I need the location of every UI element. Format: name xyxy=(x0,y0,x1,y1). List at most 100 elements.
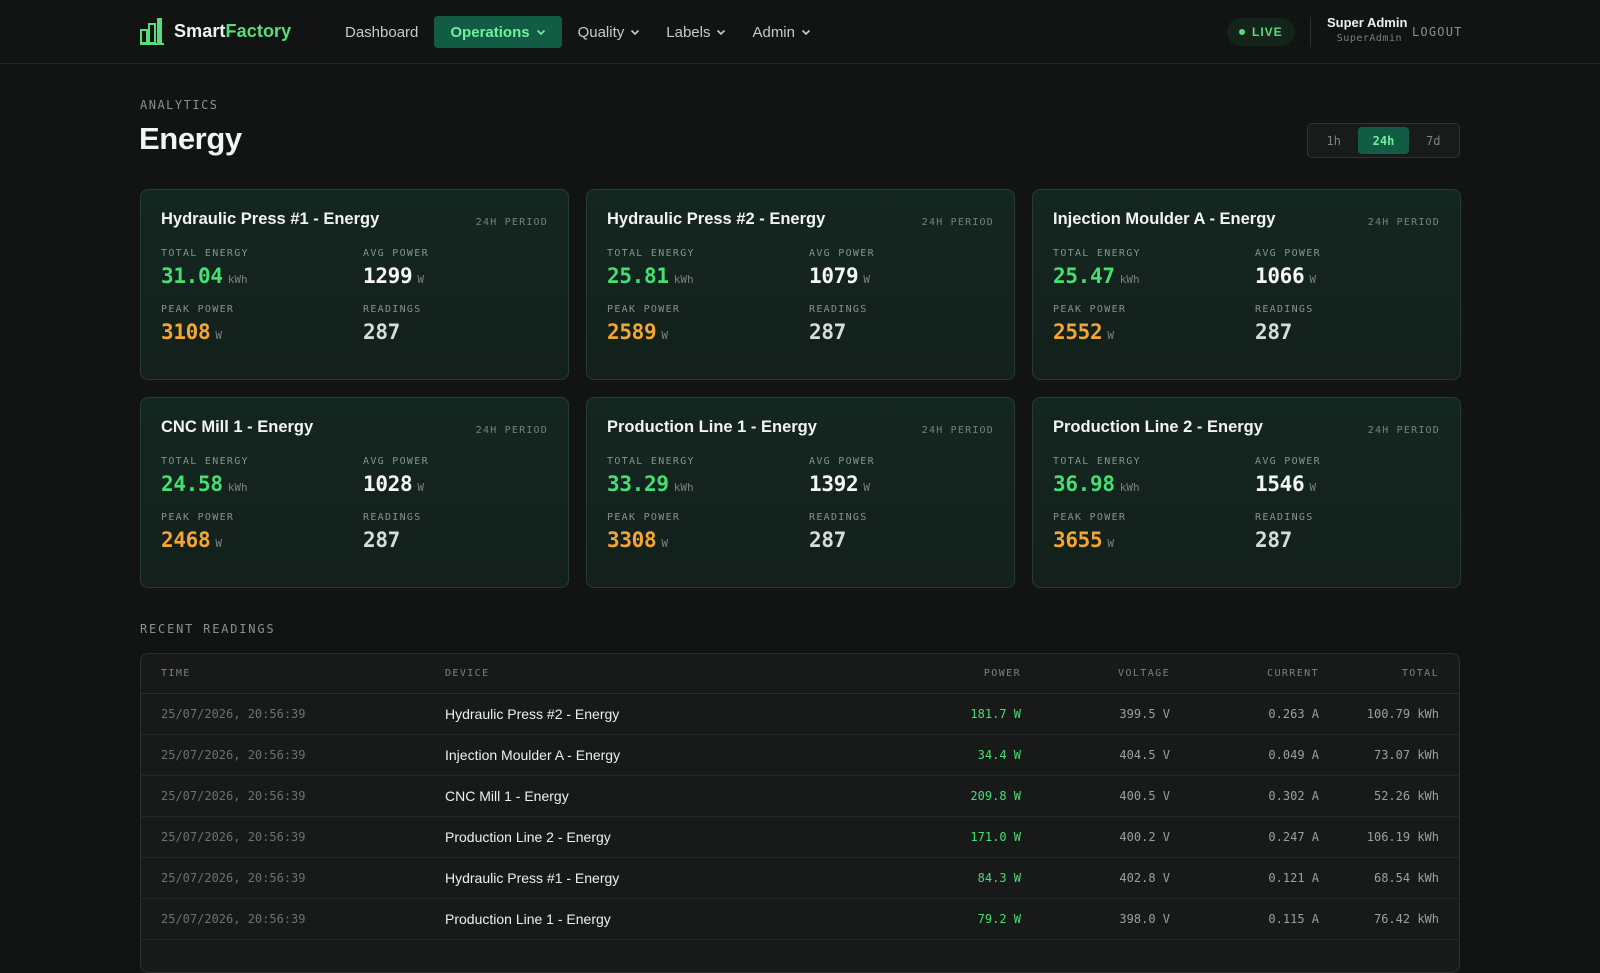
stat-avg-power: AVG POWER 1079 W xyxy=(809,248,994,288)
cell-power: 84.3 W xyxy=(841,857,1021,899)
user-role: SuperAdmin xyxy=(1336,33,1402,44)
avg-power-value: 1546 xyxy=(1255,472,1305,496)
card-period: 24H PERIOD xyxy=(921,425,994,436)
total-energy-value: 24.58 xyxy=(161,472,223,496)
stat-label: AVG POWER xyxy=(363,248,429,259)
energy-card[interactable]: Injection Moulder A - Energy 24H PERIOD … xyxy=(1032,189,1461,380)
peak-power-value: 3108 xyxy=(161,320,211,344)
cell-power: 209.8 W xyxy=(841,775,1021,817)
cell-device: Production Line 1 - Energy xyxy=(445,898,841,940)
range-24h-button[interactable]: 24h xyxy=(1358,127,1409,154)
cell-time: 25/07/2026, 20:56:39 xyxy=(141,898,445,940)
cell-power: 181.7 W xyxy=(841,693,1021,735)
stat-label: AVG POWER xyxy=(1255,248,1321,259)
avg-power-value: 1392 xyxy=(809,472,859,496)
energy-card[interactable]: Hydraulic Press #2 - Energy 24H PERIOD T… xyxy=(586,189,1015,380)
stat-readings: READINGS 287 xyxy=(809,512,994,552)
cell-total: 68.54 kWh xyxy=(1319,857,1459,899)
nav-operations[interactable]: Operations xyxy=(434,16,562,48)
total-energy-value: 36.98 xyxy=(1053,472,1115,496)
stat-label: TOTAL ENERGY xyxy=(607,456,695,467)
stat-label: READINGS xyxy=(1255,304,1314,315)
top-bar: SmartFactory Dashboard Operations Qualit… xyxy=(0,0,1600,64)
energy-card[interactable]: Hydraulic Press #1 - Energy 24H PERIOD T… xyxy=(140,189,569,380)
cell-total: 100.79 kWh xyxy=(1319,693,1459,735)
col-total: TOTAL xyxy=(1401,667,1439,679)
stat-label: TOTAL ENERGY xyxy=(1053,248,1141,259)
stat-peak-power: PEAK POWER 3655 W xyxy=(1053,512,1255,552)
nav-dashboard[interactable]: Dashboard xyxy=(345,23,419,41)
col-power: POWER xyxy=(983,667,1021,679)
range-1h-button[interactable]: 1h xyxy=(1326,133,1341,148)
peak-power-value: 2552 xyxy=(1053,320,1103,344)
unit: kWh xyxy=(227,481,248,494)
table-row[interactable]: 25/07/2026, 20:56:39 CNC Mill 1 - Energy… xyxy=(141,775,1459,817)
cell-total: 106.19 kWh xyxy=(1319,816,1459,858)
energy-card[interactable]: Production Line 1 - Energy 24H PERIOD TO… xyxy=(586,397,1015,588)
unit: W xyxy=(215,537,222,550)
cell-time: 25/07/2026, 20:56:39 xyxy=(141,693,445,735)
time-range-selector: 1h 24h 7d xyxy=(1307,123,1460,158)
app-logo[interactable]: SmartFactory xyxy=(140,17,291,45)
live-label: LIVE xyxy=(1252,25,1283,39)
table-row[interactable]: 25/07/2026, 20:56:39 Production Line 2 -… xyxy=(141,816,1459,858)
stat-label: PEAK POWER xyxy=(1053,512,1127,523)
stat-label: READINGS xyxy=(1255,512,1314,523)
unit: W xyxy=(1107,329,1114,342)
unit: kWh xyxy=(1119,273,1140,286)
readings-count-value: 287 xyxy=(363,528,401,552)
total-energy-value: 33.29 xyxy=(607,472,669,496)
stat-peak-power: PEAK POWER 3308 W xyxy=(607,512,809,552)
stat-label: PEAK POWER xyxy=(607,512,681,523)
stat-label: AVG POWER xyxy=(809,248,875,259)
logout-button[interactable]: LOGOUT xyxy=(1412,25,1463,39)
stat-peak-power: PEAK POWER 2589 W xyxy=(607,304,809,344)
table-header-row: TIME DEVICE POWER VOLTAGE CURRENT TOTAL xyxy=(141,654,1459,693)
table-row[interactable]: 25/07/2026, 20:56:39 Hydraulic Press #2 … xyxy=(141,693,1459,735)
nav-quality[interactable]: Quality xyxy=(568,16,651,48)
cell-current: 0.049 A xyxy=(1170,734,1319,776)
energy-cards-grid: Hydraulic Press #1 - Energy 24H PERIOD T… xyxy=(140,189,1461,588)
stat-label: TOTAL ENERGY xyxy=(161,248,249,259)
stat-label: PEAK POWER xyxy=(161,512,235,523)
stat-label: TOTAL ENERGY xyxy=(161,456,249,467)
total-energy-value: 25.47 xyxy=(1053,264,1115,288)
readings-table: TIME DEVICE POWER VOLTAGE CURRENT TOTAL … xyxy=(140,653,1460,973)
energy-card[interactable]: CNC Mill 1 - Energy 24H PERIOD TOTAL ENE… xyxy=(140,397,569,588)
avg-power-value: 1028 xyxy=(363,472,413,496)
page-title: Energy xyxy=(139,121,242,156)
readings-count-value: 287 xyxy=(363,320,401,344)
stat-peak-power: PEAK POWER 3108 W xyxy=(161,304,363,344)
stat-label: PEAK POWER xyxy=(607,304,681,315)
unit: W xyxy=(1309,273,1316,286)
user-name: Super Admin xyxy=(1327,15,1408,30)
section-eyebrow: ANALYTICS xyxy=(140,98,219,112)
stat-readings: READINGS 287 xyxy=(1255,512,1440,552)
unit: kWh xyxy=(673,273,694,286)
nav-labels[interactable]: Labels xyxy=(656,16,736,48)
chevron-down-icon xyxy=(631,29,640,36)
stat-avg-power: AVG POWER 1299 W xyxy=(363,248,548,288)
range-7d-button[interactable]: 7d xyxy=(1426,133,1441,148)
stat-label: AVG POWER xyxy=(1255,456,1321,467)
avg-power-value: 1079 xyxy=(809,264,859,288)
live-status-badge: LIVE xyxy=(1227,18,1295,46)
cell-power: 79.2 W xyxy=(841,898,1021,940)
stat-total-energy: TOTAL ENERGY 31.04 kWh xyxy=(161,248,363,288)
nav-admin[interactable]: Admin xyxy=(742,16,821,48)
cell-total: 76.42 kWh xyxy=(1319,898,1459,940)
table-row[interactable]: 25/07/2026, 20:56:39 Injection Moulder A… xyxy=(141,734,1459,776)
cell-device: Injection Moulder A - Energy xyxy=(445,734,841,776)
total-energy-value: 25.81 xyxy=(607,264,669,288)
cell-total: 52.26 kWh xyxy=(1319,775,1459,817)
energy-card[interactable]: Production Line 2 - Energy 24H PERIOD TO… xyxy=(1032,397,1461,588)
card-title: Hydraulic Press #2 - Energy xyxy=(607,210,826,228)
cell-voltage: 400.2 V xyxy=(1021,816,1170,858)
table-row[interactable]: 25/07/2026, 20:56:39 Production Line 1 -… xyxy=(141,898,1459,940)
table-row[interactable]: 25/07/2026, 20:56:39 Hydraulic Press #1 … xyxy=(141,857,1459,899)
peak-power-value: 2468 xyxy=(161,528,211,552)
peak-power-value: 2589 xyxy=(607,320,657,344)
stat-label: READINGS xyxy=(363,304,422,315)
stat-label: TOTAL ENERGY xyxy=(1053,456,1141,467)
cell-voltage: 399.5 V xyxy=(1021,693,1170,735)
